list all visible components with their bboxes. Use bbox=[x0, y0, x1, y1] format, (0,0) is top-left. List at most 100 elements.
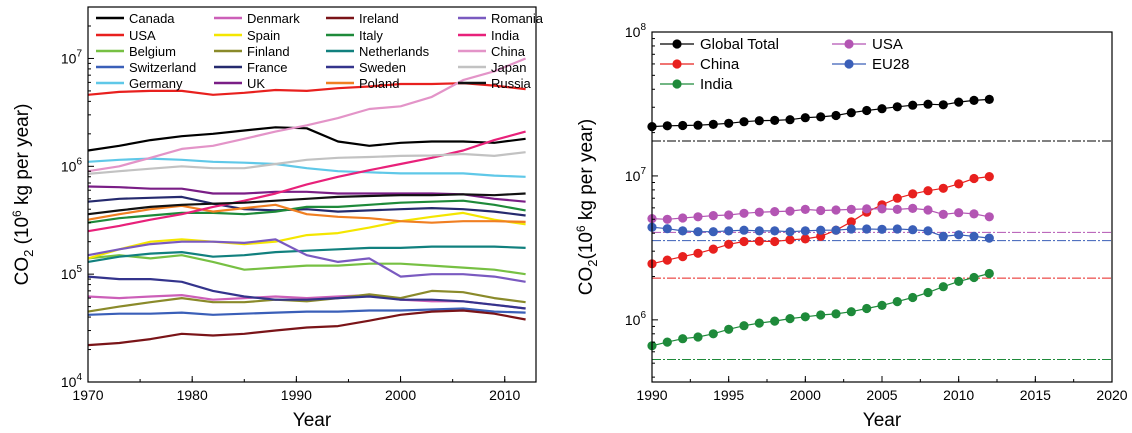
left-x-ticks: 1970 1980 1990 2000 2010 bbox=[72, 376, 521, 403]
data-point-global-total bbox=[938, 100, 948, 110]
data-point-eu28 bbox=[938, 231, 948, 241]
data-point-usa bbox=[846, 204, 856, 214]
left-plot-lines bbox=[87, 57, 527, 347]
data-point-global-total bbox=[846, 108, 856, 118]
data-point-eu28 bbox=[969, 231, 979, 241]
legend-label-usa: USA bbox=[872, 36, 903, 53]
data-point-china bbox=[892, 193, 902, 203]
data-point-china bbox=[938, 183, 948, 193]
data-point-global-total bbox=[984, 94, 994, 104]
data-point-china bbox=[800, 234, 810, 244]
legend-label-china: China bbox=[491, 44, 526, 59]
data-point-eu28 bbox=[754, 226, 764, 236]
data-point-usa bbox=[877, 204, 887, 214]
data-point-usa bbox=[908, 203, 918, 213]
data-point-global-total bbox=[908, 100, 918, 110]
data-point-china bbox=[954, 179, 964, 189]
data-point-eu28 bbox=[831, 225, 841, 235]
data-point-china bbox=[724, 239, 734, 249]
data-point-india bbox=[908, 292, 918, 303]
legend-swatch-marker-india bbox=[672, 79, 682, 89]
y-tick-label: 104 bbox=[61, 372, 83, 390]
data-point-india bbox=[969, 272, 979, 283]
data-point-eu28 bbox=[862, 224, 872, 234]
series-line-china bbox=[651, 176, 990, 265]
data-point-global-total bbox=[785, 115, 795, 125]
data-point-global-total bbox=[923, 99, 933, 109]
left-plot-frame bbox=[87, 6, 537, 383]
legend-label-global-total: Global Total bbox=[700, 36, 779, 53]
data-point-china bbox=[693, 248, 703, 258]
x-tick-label: 2015 bbox=[1020, 387, 1051, 403]
data-point-eu28 bbox=[923, 226, 933, 236]
data-point-usa bbox=[862, 204, 872, 214]
data-point-usa bbox=[969, 209, 979, 219]
right-plot-series bbox=[647, 94, 994, 351]
data-point-eu28 bbox=[846, 224, 856, 234]
series-line-germany bbox=[87, 157, 526, 178]
data-point-usa bbox=[754, 207, 764, 217]
data-point-usa bbox=[739, 208, 749, 218]
data-point-usa bbox=[785, 206, 795, 216]
legend-label-spain: Spain bbox=[247, 28, 280, 43]
data-point-usa bbox=[770, 207, 780, 217]
data-point-eu28 bbox=[693, 227, 703, 237]
legend-label-canada: Canada bbox=[129, 11, 175, 26]
series-line-india bbox=[87, 130, 526, 233]
data-point-eu28 bbox=[739, 225, 749, 235]
data-point-eu28 bbox=[908, 225, 918, 235]
right-y-axis-title: CO2(106 kg per year) bbox=[574, 119, 600, 296]
legend-label-finland: Finland bbox=[247, 44, 290, 59]
data-point-global-total bbox=[739, 117, 749, 127]
data-point-usa bbox=[984, 212, 994, 222]
data-point-india bbox=[770, 316, 780, 326]
data-point-china bbox=[678, 252, 688, 262]
left-y-ticks: 104 105 106 107 bbox=[61, 6, 94, 390]
series-line-ireland bbox=[87, 309, 526, 347]
data-point-eu28 bbox=[892, 224, 902, 234]
legend-swatch-marker-eu28 bbox=[844, 59, 854, 69]
legend-label-romania: Romania bbox=[491, 11, 544, 26]
data-point-eu28 bbox=[954, 230, 964, 240]
series-line-china bbox=[87, 57, 527, 173]
data-point-global-total bbox=[969, 95, 979, 105]
series-line-spain bbox=[87, 211, 526, 260]
data-point-china bbox=[708, 244, 718, 254]
data-point-eu28 bbox=[816, 225, 826, 235]
chart-left-emissions-by-country: 1970 1980 1990 2000 2010 104 105 106 107 Canada… bbox=[10, 6, 544, 431]
x-tick-label: 2020 bbox=[1096, 387, 1127, 403]
data-point-india bbox=[954, 276, 964, 286]
legend-swatch-marker-usa bbox=[844, 39, 854, 49]
legend-label-uk: UK bbox=[247, 76, 265, 91]
data-point-global-total bbox=[862, 105, 872, 116]
data-point-china bbox=[739, 236, 749, 247]
x-tick-label: 2000 bbox=[790, 387, 821, 403]
data-point-china bbox=[846, 217, 856, 227]
legend-label-switzerland: Switzerland bbox=[129, 60, 196, 75]
x-tick-label: 2010 bbox=[943, 387, 974, 403]
data-point-usa bbox=[816, 205, 826, 216]
series-line-usa bbox=[87, 82, 526, 96]
data-point-india bbox=[693, 332, 703, 342]
series-line-netherlands bbox=[87, 245, 526, 263]
data-point-india bbox=[892, 297, 902, 307]
left-y-axis-title: CO2 (106 kg per year) bbox=[10, 104, 36, 286]
x-tick-label: 1995 bbox=[713, 387, 744, 403]
data-point-usa bbox=[954, 208, 964, 218]
data-point-china bbox=[662, 255, 672, 265]
y-tick-label: 107 bbox=[61, 48, 83, 66]
legend-label-china: China bbox=[700, 56, 740, 73]
data-point-eu28 bbox=[984, 233, 994, 243]
data-point-india bbox=[862, 303, 872, 314]
legend-label-usa: USA bbox=[129, 28, 156, 43]
legend-label-india: India bbox=[491, 28, 520, 43]
legend-swatch-marker-global-total bbox=[672, 39, 682, 49]
data-point-india bbox=[831, 309, 841, 319]
data-point-global-total bbox=[877, 104, 887, 114]
x-tick-label: 1980 bbox=[177, 387, 208, 403]
legend-label-poland: Poland bbox=[359, 76, 399, 91]
data-point-india bbox=[800, 312, 810, 322]
data-point-eu28 bbox=[785, 227, 795, 237]
